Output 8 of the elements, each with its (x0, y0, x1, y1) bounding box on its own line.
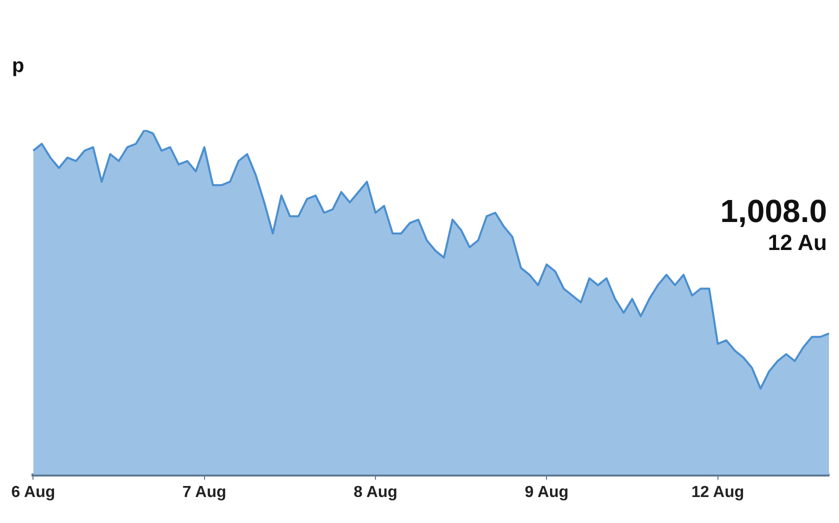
annotation: 1,008.0 (720, 193, 827, 229)
x-tick-label: 7 Aug (182, 484, 226, 501)
chart-subtitle: p (12, 55, 24, 77)
x-tick-label: 12 Aug (691, 484, 744, 501)
annotation: 12 Au (768, 230, 827, 255)
x-tick-label: 8 Aug (354, 484, 398, 501)
x-tick-label: 9 Aug (524, 484, 569, 501)
x-tick-label: 6 Aug (11, 484, 56, 501)
